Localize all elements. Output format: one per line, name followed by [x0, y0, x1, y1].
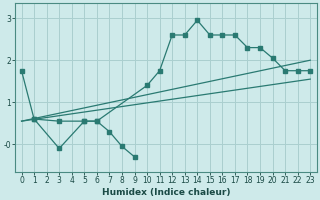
X-axis label: Humidex (Indice chaleur): Humidex (Indice chaleur)	[102, 188, 230, 197]
